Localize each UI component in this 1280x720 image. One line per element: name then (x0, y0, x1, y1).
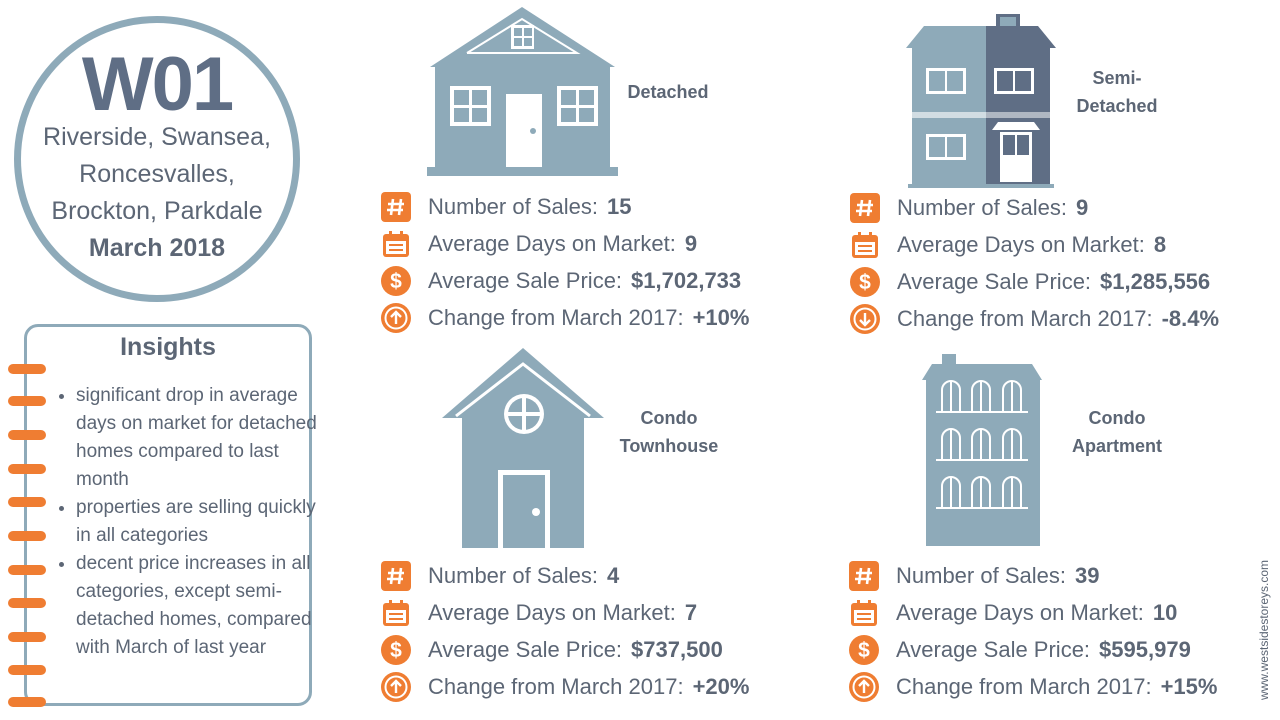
hash-icon (850, 192, 880, 223)
area-line-1: Riverside, Swansea, (43, 123, 271, 151)
property-name-condo-townhouse: Condo Townhouse (619, 408, 719, 456)
district-code: W01 (81, 42, 234, 127)
svg-text:$: $ (858, 639, 870, 662)
dollar-icon: $ (381, 634, 411, 665)
insights-list: significant drop in average days on mark… (52, 382, 326, 662)
binder-ring (8, 364, 46, 374)
sales-row: Number of Sales: 15 (381, 188, 749, 225)
binder-ring (8, 464, 46, 474)
sales-row: Number of Sales: 4 (381, 557, 749, 594)
binder-ring (8, 565, 46, 575)
hash-icon (849, 560, 879, 591)
binder-ring (8, 665, 46, 675)
stats-condo-townhouse: Number of Sales: 4 Average Days on Market… (381, 557, 749, 705)
hash-icon (381, 560, 411, 591)
change-row: Change from March 2017: -8.4% (850, 300, 1219, 337)
days-row: Average Days on Market: 8 (850, 226, 1219, 263)
calendar-icon (851, 599, 877, 626)
sales-row: Number of Sales: 9 (850, 189, 1219, 226)
binder-ring (8, 531, 46, 541)
change-row: Change from March 2017: +15% (849, 668, 1217, 705)
svg-text:$: $ (390, 270, 402, 293)
stats-detached: Number of Sales: 15 Average Days on Marke… (381, 188, 749, 336)
insight-item: properties are selling quickly in all ca… (76, 494, 326, 550)
condo-townhouse-icon (442, 348, 604, 548)
dollar-icon: $ (850, 266, 880, 297)
binder-ring (8, 430, 46, 440)
arrow-up-circle-icon (381, 302, 411, 333)
stats-condo-apartment: Number of Sales: 39 Average Days on Marke… (849, 557, 1217, 705)
area-line-3: Brockton, Parkdale (51, 197, 263, 225)
insights-title: Insights (120, 333, 216, 361)
semi-detached-house-icon (906, 14, 1056, 188)
dollar-icon: $ (849, 634, 879, 665)
condo-apartment-icon (922, 354, 1042, 546)
property-name-detached: Detached (627, 82, 709, 102)
arrow-down-circle-icon (850, 303, 880, 334)
website-credit: www.westsidestoreys.com (1257, 559, 1271, 701)
calendar-icon (383, 230, 409, 257)
price-row: $ Average Sale Price: $595,979 (849, 631, 1217, 668)
price-row: $ Average Sale Price: $1,285,556 (850, 263, 1219, 300)
property-name-condo-apartment: Condo Apartment (1071, 408, 1162, 456)
property-name-semi-detached: Semi- Detached (1076, 68, 1158, 116)
binder-ring (8, 632, 46, 642)
area-line-2: Roncesvalles, (79, 160, 235, 188)
insight-item: significant drop in average days on mark… (76, 382, 326, 494)
price-row: $ Average Sale Price: $737,500 (381, 631, 749, 668)
insights-panel (24, 324, 312, 706)
days-row: Average Days on Market: 10 (849, 594, 1217, 631)
insight-item: decent price increases in all categories… (76, 550, 326, 662)
stats-semi-detached: Number of Sales: 9 Average Days on Market… (850, 189, 1219, 337)
price-row: $ Average Sale Price: $1,702,733 (381, 262, 749, 299)
binder-ring (8, 497, 46, 507)
change-row: Change from March 2017: +10% (381, 299, 749, 336)
binder-ring (8, 396, 46, 406)
days-row: Average Days on Market: 7 (381, 594, 749, 631)
dollar-icon: $ (381, 265, 411, 296)
svg-text:$: $ (859, 271, 871, 294)
calendar-icon (383, 599, 409, 626)
arrow-up-circle-icon (381, 671, 411, 702)
binder-ring (8, 697, 46, 707)
hash-icon (381, 191, 411, 222)
calendar-icon (852, 231, 878, 258)
change-row: Change from March 2017: +20% (381, 668, 749, 705)
binder-ring (8, 598, 46, 608)
report-period: March 2018 (88, 234, 226, 262)
detached-house-icon (427, 7, 618, 176)
svg-text:$: $ (390, 639, 402, 662)
arrow-up-circle-icon (849, 671, 879, 702)
sales-row: Number of Sales: 39 (849, 557, 1217, 594)
days-row: Average Days on Market: 9 (381, 225, 749, 262)
title-circle (14, 16, 300, 302)
